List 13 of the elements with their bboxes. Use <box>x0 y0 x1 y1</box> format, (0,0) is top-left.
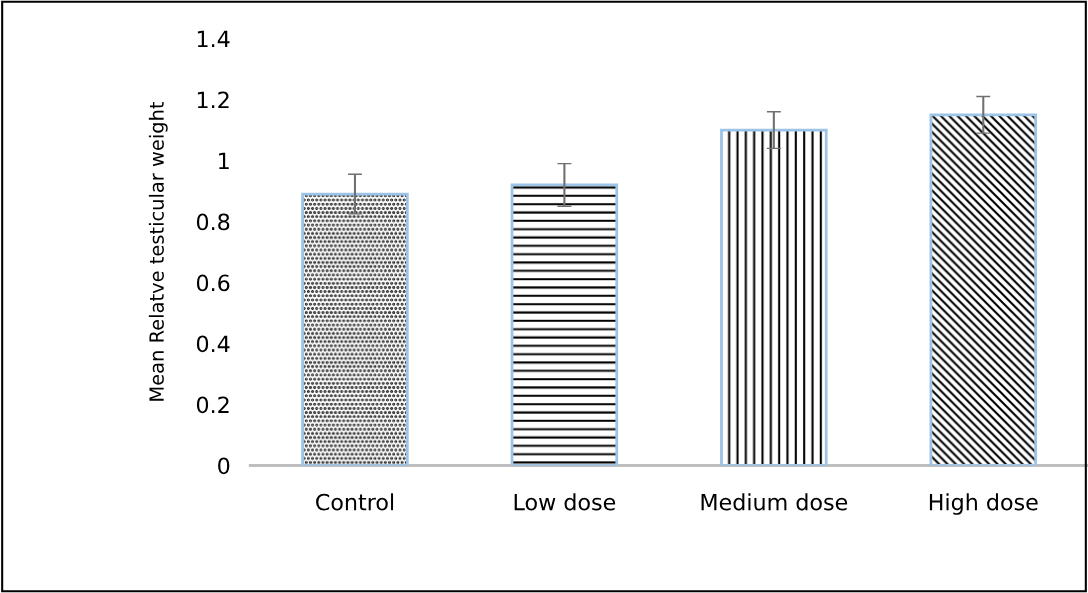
y-axis-title: Mean Relatve testicular weight <box>148 101 168 401</box>
y-tick-label: 1.2 <box>197 91 229 108</box>
x-tick-label: High dose <box>929 493 1038 515</box>
x-tick-label: Medium dose <box>701 493 848 511</box>
x-tick-label: Low dose <box>514 493 616 511</box>
y-tick-label: 0.2 <box>196 396 229 414</box>
x-tick-label: Control <box>316 493 394 511</box>
y-tick-label: 0.6 <box>196 274 230 292</box>
y-tick-label: 0.4 <box>196 335 230 353</box>
y-tick-label: 1.4 <box>197 30 230 47</box>
y-tick-label: 1 <box>219 152 229 169</box>
y-tick-label: 0 <box>218 457 230 475</box>
y-tick-label: 0.8 <box>196 213 230 231</box>
